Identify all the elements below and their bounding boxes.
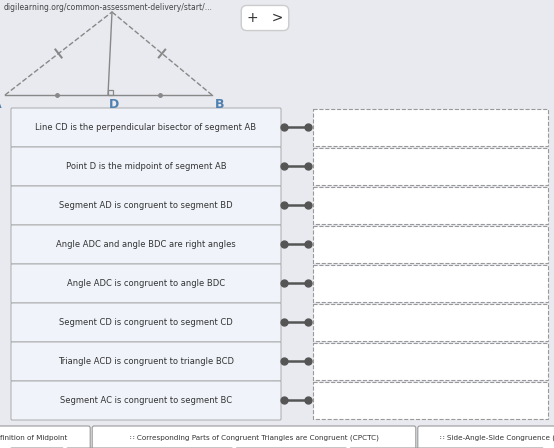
FancyBboxPatch shape	[11, 303, 281, 342]
Text: digilearning.org/common-assessment-delivery/start/...: digilearning.org/common-assessment-deliv…	[4, 3, 213, 12]
FancyBboxPatch shape	[0, 426, 90, 448]
Text: Line CD is the perpendicular bisector of segment AB: Line CD is the perpendicular bisector of…	[35, 123, 257, 132]
Text: Segment AD is congruent to segment BD: Segment AD is congruent to segment BD	[59, 201, 233, 210]
FancyBboxPatch shape	[11, 225, 281, 264]
FancyBboxPatch shape	[92, 426, 416, 448]
FancyBboxPatch shape	[313, 187, 548, 224]
Text: Point D is the midpoint of segment AB: Point D is the midpoint of segment AB	[66, 162, 227, 171]
FancyBboxPatch shape	[11, 381, 281, 420]
Text: ∷ Corresponding Parts of Congruent Triangles are Congruent (CPCTC): ∷ Corresponding Parts of Congruent Trian…	[130, 435, 378, 441]
Text: A: A	[0, 98, 2, 111]
FancyBboxPatch shape	[11, 108, 281, 147]
FancyBboxPatch shape	[313, 343, 548, 380]
FancyBboxPatch shape	[313, 109, 548, 146]
Text: B: B	[215, 98, 224, 111]
FancyBboxPatch shape	[418, 426, 554, 448]
FancyBboxPatch shape	[313, 265, 548, 302]
Text: Segment CD is congruent to segment CD: Segment CD is congruent to segment CD	[59, 318, 233, 327]
Text: ∷ Side-Angle-Side Congruence (SAS): ∷ Side-Angle-Side Congruence (SAS)	[440, 435, 554, 441]
FancyBboxPatch shape	[313, 148, 548, 185]
FancyBboxPatch shape	[313, 304, 548, 341]
Text: ∷ Definition of Midpoint: ∷ Definition of Midpoint	[0, 435, 67, 441]
FancyBboxPatch shape	[313, 382, 548, 419]
FancyBboxPatch shape	[11, 147, 281, 186]
Text: Triangle ACD is congruent to triangle BCD: Triangle ACD is congruent to triangle BC…	[58, 357, 234, 366]
FancyBboxPatch shape	[11, 186, 281, 225]
Text: Segment AC is congruent to segment BC: Segment AC is congruent to segment BC	[60, 396, 232, 405]
Text: Angle ADC is congruent to angle BDC: Angle ADC is congruent to angle BDC	[67, 279, 225, 288]
Text: Angle ADC and angle BDC are right angles: Angle ADC and angle BDC are right angles	[56, 240, 236, 249]
FancyBboxPatch shape	[11, 342, 281, 381]
Text: D: D	[109, 98, 119, 111]
FancyBboxPatch shape	[313, 226, 548, 263]
Text: +   >: + >	[247, 11, 283, 25]
FancyBboxPatch shape	[11, 264, 281, 303]
